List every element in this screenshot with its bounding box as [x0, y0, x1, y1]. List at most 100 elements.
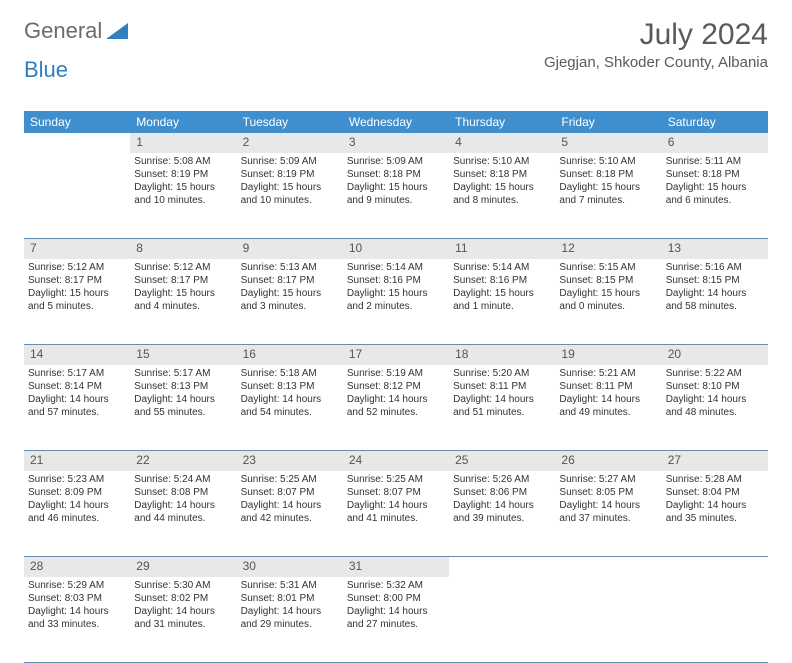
day-header: Tuesday — [237, 111, 343, 133]
day-cell-text: Sunrise: 5:11 AMSunset: 8:18 PMDaylight:… — [666, 155, 764, 207]
day-cell — [555, 577, 661, 663]
day-number: 19 — [555, 345, 661, 365]
day-cell — [449, 577, 555, 663]
day-cell: Sunrise: 5:25 AMSunset: 8:07 PMDaylight:… — [343, 471, 449, 557]
day-cell-text: Sunrise: 5:24 AMSunset: 8:08 PMDaylight:… — [134, 473, 232, 525]
logo-triangle-icon — [106, 23, 128, 39]
day-cell-text: Sunrise: 5:08 AMSunset: 8:19 PMDaylight:… — [134, 155, 232, 207]
day-content-row: Sunrise: 5:17 AMSunset: 8:14 PMDaylight:… — [24, 365, 768, 451]
day-number: 12 — [555, 239, 661, 259]
day-cell: Sunrise: 5:09 AMSunset: 8:19 PMDaylight:… — [237, 153, 343, 239]
day-cell — [662, 577, 768, 663]
day-cell-text: Sunrise: 5:30 AMSunset: 8:02 PMDaylight:… — [134, 579, 232, 631]
day-number — [662, 557, 768, 577]
logo-text-blue: Blue — [24, 57, 768, 83]
calendar-body: 123456Sunrise: 5:08 AMSunset: 8:19 PMDay… — [24, 133, 768, 663]
day-number: 24 — [343, 451, 449, 471]
day-cell — [24, 153, 130, 239]
day-number: 20 — [662, 345, 768, 365]
day-number: 31 — [343, 557, 449, 577]
day-header: Wednesday — [343, 111, 449, 133]
day-number: 16 — [237, 345, 343, 365]
day-cell-text: Sunrise: 5:15 AMSunset: 8:15 PMDaylight:… — [559, 261, 657, 313]
day-cell: Sunrise: 5:22 AMSunset: 8:10 PMDaylight:… — [662, 365, 768, 451]
day-header: Sunday — [24, 111, 130, 133]
day-number: 7 — [24, 239, 130, 259]
day-number: 5 — [555, 133, 661, 153]
day-cell: Sunrise: 5:10 AMSunset: 8:18 PMDaylight:… — [449, 153, 555, 239]
day-header: Friday — [555, 111, 661, 133]
day-cell: Sunrise: 5:12 AMSunset: 8:17 PMDaylight:… — [24, 259, 130, 345]
day-cell: Sunrise: 5:13 AMSunset: 8:17 PMDaylight:… — [237, 259, 343, 345]
logo: General — [24, 18, 128, 44]
day-number: 27 — [662, 451, 768, 471]
day-cell: Sunrise: 5:28 AMSunset: 8:04 PMDaylight:… — [662, 471, 768, 557]
day-cell: Sunrise: 5:15 AMSunset: 8:15 PMDaylight:… — [555, 259, 661, 345]
day-content-row: Sunrise: 5:08 AMSunset: 8:19 PMDaylight:… — [24, 153, 768, 239]
day-cell-text: Sunrise: 5:23 AMSunset: 8:09 PMDaylight:… — [28, 473, 126, 525]
day-content-row: Sunrise: 5:29 AMSunset: 8:03 PMDaylight:… — [24, 577, 768, 663]
day-cell: Sunrise: 5:17 AMSunset: 8:14 PMDaylight:… — [24, 365, 130, 451]
day-number: 17 — [343, 345, 449, 365]
day-number: 9 — [237, 239, 343, 259]
day-cell-text: Sunrise: 5:12 AMSunset: 8:17 PMDaylight:… — [134, 261, 232, 313]
day-cell: Sunrise: 5:23 AMSunset: 8:09 PMDaylight:… — [24, 471, 130, 557]
day-number: 15 — [130, 345, 236, 365]
day-cell: Sunrise: 5:24 AMSunset: 8:08 PMDaylight:… — [130, 471, 236, 557]
day-cell-text: Sunrise: 5:12 AMSunset: 8:17 PMDaylight:… — [28, 261, 126, 313]
day-cell: Sunrise: 5:29 AMSunset: 8:03 PMDaylight:… — [24, 577, 130, 663]
daynum-row: 78910111213 — [24, 239, 768, 259]
day-cell: Sunrise: 5:18 AMSunset: 8:13 PMDaylight:… — [237, 365, 343, 451]
day-cell: Sunrise: 5:19 AMSunset: 8:12 PMDaylight:… — [343, 365, 449, 451]
day-cell: Sunrise: 5:14 AMSunset: 8:16 PMDaylight:… — [449, 259, 555, 345]
day-number: 23 — [237, 451, 343, 471]
day-cell-text: Sunrise: 5:25 AMSunset: 8:07 PMDaylight:… — [347, 473, 445, 525]
day-cell: Sunrise: 5:08 AMSunset: 8:19 PMDaylight:… — [130, 153, 236, 239]
logo-text-general: General — [24, 18, 102, 44]
day-number: 4 — [449, 133, 555, 153]
day-cell-text: Sunrise: 5:17 AMSunset: 8:14 PMDaylight:… — [28, 367, 126, 419]
daynum-row: 14151617181920 — [24, 345, 768, 365]
day-cell: Sunrise: 5:16 AMSunset: 8:15 PMDaylight:… — [662, 259, 768, 345]
day-cell-text: Sunrise: 5:28 AMSunset: 8:04 PMDaylight:… — [666, 473, 764, 525]
day-number: 10 — [343, 239, 449, 259]
day-cell-text: Sunrise: 5:09 AMSunset: 8:18 PMDaylight:… — [347, 155, 445, 207]
day-cell: Sunrise: 5:14 AMSunset: 8:16 PMDaylight:… — [343, 259, 449, 345]
day-number: 30 — [237, 557, 343, 577]
day-cell: Sunrise: 5:30 AMSunset: 8:02 PMDaylight:… — [130, 577, 236, 663]
day-number: 1 — [130, 133, 236, 153]
day-number: 13 — [662, 239, 768, 259]
day-number — [555, 557, 661, 577]
day-cell-text: Sunrise: 5:19 AMSunset: 8:12 PMDaylight:… — [347, 367, 445, 419]
page-title: July 2024 — [544, 18, 768, 52]
day-number: 21 — [24, 451, 130, 471]
daynum-row: 123456 — [24, 133, 768, 153]
day-number: 26 — [555, 451, 661, 471]
day-cell-text: Sunrise: 5:29 AMSunset: 8:03 PMDaylight:… — [28, 579, 126, 631]
day-cell-text: Sunrise: 5:10 AMSunset: 8:18 PMDaylight:… — [453, 155, 551, 207]
day-number: 25 — [449, 451, 555, 471]
day-cell: Sunrise: 5:17 AMSunset: 8:13 PMDaylight:… — [130, 365, 236, 451]
day-number: 18 — [449, 345, 555, 365]
day-cell-text: Sunrise: 5:17 AMSunset: 8:13 PMDaylight:… — [134, 367, 232, 419]
day-cell-text: Sunrise: 5:25 AMSunset: 8:07 PMDaylight:… — [241, 473, 339, 525]
day-cell-text: Sunrise: 5:31 AMSunset: 8:01 PMDaylight:… — [241, 579, 339, 631]
day-cell: Sunrise: 5:31 AMSunset: 8:01 PMDaylight:… — [237, 577, 343, 663]
day-number: 11 — [449, 239, 555, 259]
day-content-row: Sunrise: 5:23 AMSunset: 8:09 PMDaylight:… — [24, 471, 768, 557]
day-cell: Sunrise: 5:27 AMSunset: 8:05 PMDaylight:… — [555, 471, 661, 557]
day-number — [24, 133, 130, 153]
day-header: Thursday — [449, 111, 555, 133]
day-cell-text: Sunrise: 5:26 AMSunset: 8:06 PMDaylight:… — [453, 473, 551, 525]
day-cell: Sunrise: 5:09 AMSunset: 8:18 PMDaylight:… — [343, 153, 449, 239]
day-number: 6 — [662, 133, 768, 153]
daynum-row: 21222324252627 — [24, 451, 768, 471]
day-number — [449, 557, 555, 577]
day-content-row: Sunrise: 5:12 AMSunset: 8:17 PMDaylight:… — [24, 259, 768, 345]
day-cell: Sunrise: 5:20 AMSunset: 8:11 PMDaylight:… — [449, 365, 555, 451]
day-cell: Sunrise: 5:25 AMSunset: 8:07 PMDaylight:… — [237, 471, 343, 557]
day-cell-text: Sunrise: 5:16 AMSunset: 8:15 PMDaylight:… — [666, 261, 764, 313]
day-cell: Sunrise: 5:12 AMSunset: 8:17 PMDaylight:… — [130, 259, 236, 345]
day-number: 3 — [343, 133, 449, 153]
day-cell-text: Sunrise: 5:14 AMSunset: 8:16 PMDaylight:… — [347, 261, 445, 313]
